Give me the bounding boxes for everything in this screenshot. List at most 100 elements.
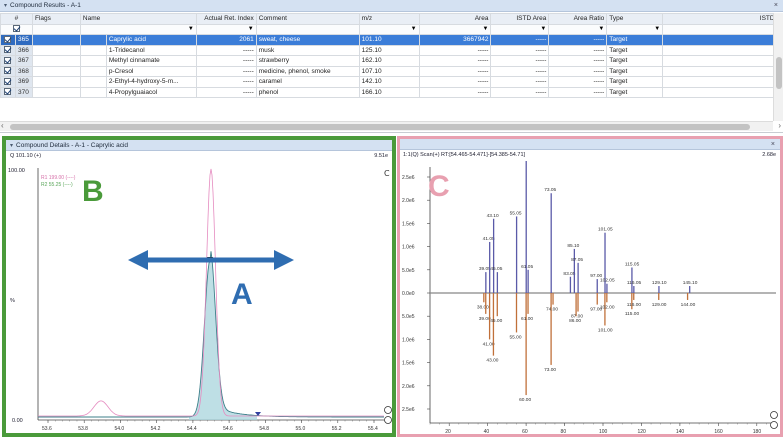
row-istd-0[interactable]: [662, 34, 783, 46]
col-header-mz[interactable]: m/z: [358, 13, 420, 25]
zoom-out-icon[interactable]: [770, 421, 778, 429]
filter-flags[interactable]: [31, 23, 81, 35]
close-icon[interactable]: ×: [770, 141, 775, 148]
col-header-area-ratio[interactable]: Area Ratio: [548, 13, 608, 25]
row-area-ratio[interactable]: -----: [548, 34, 608, 46]
row-area[interactable]: -----: [418, 86, 492, 98]
row-area[interactable]: -----: [418, 44, 492, 56]
row-flag-id[interactable]: [79, 44, 107, 56]
chromatogram-plot[interactable]: 100.00% 0.00 R1 199.00 (----)R2 55.25 (---…: [6, 162, 392, 433]
scroll-right-icon[interactable]: ›: [778, 121, 781, 130]
row-checkbox-cell[interactable]: [0, 65, 16, 77]
col-header-area[interactable]: Area: [418, 13, 492, 25]
filter-dropdown-icon[interactable]: ▼: [598, 25, 605, 32]
filter-mz[interactable]: ▼: [358, 23, 420, 35]
row-number[interactable]: 369: [14, 76, 33, 88]
filter-dropdown-icon[interactable]: ▼: [654, 25, 661, 32]
filter-dropdown-icon[interactable]: ▼: [540, 25, 547, 32]
row-flags[interactable]: [31, 55, 81, 67]
row-area-ratio[interactable]: -----: [548, 65, 608, 77]
row-mz[interactable]: 166.10: [358, 86, 420, 98]
row-area[interactable]: 3667942: [418, 34, 492, 46]
row-istd-area[interactable]: -----: [490, 76, 550, 88]
row-area-ratio[interactable]: -----: [548, 55, 608, 67]
row-ri[interactable]: 2061: [195, 34, 257, 46]
filter-checkbox-cell[interactable]: [0, 23, 33, 35]
filter-istd-area[interactable]: ▼: [490, 23, 550, 35]
row-flags[interactable]: [31, 65, 81, 77]
row-istd-area[interactable]: -----: [490, 55, 550, 67]
row-mz[interactable]: 101.10: [358, 34, 420, 46]
row-comment[interactable]: strawberry: [255, 55, 360, 67]
peak-area-fill[interactable]: [189, 251, 257, 420]
row-istd-0[interactable]: [662, 55, 783, 67]
col-header-name[interactable]: Name: [79, 13, 197, 25]
peak-end-marker[interactable]: [255, 412, 261, 416]
row-type[interactable]: Target: [606, 65, 664, 77]
table-row[interactable]: 369 2-Ethyl-4-hydroxy-5-m... ----- caramel 1…: [0, 76, 783, 88]
row-flags[interactable]: [31, 86, 81, 98]
row-flag-id[interactable]: [79, 86, 107, 98]
row-checkbox[interactable]: [4, 56, 12, 64]
row-area-ratio[interactable]: -----: [548, 76, 608, 88]
row-checkbox-cell[interactable]: [0, 76, 16, 88]
row-number[interactable]: 367: [14, 55, 33, 67]
col-header-ri[interactable]: Actual Ret. Index: [195, 13, 257, 25]
row-comment[interactable]: sweat, cheese: [255, 34, 360, 46]
row-mz[interactable]: 142.10: [358, 76, 420, 88]
row-flags[interactable]: [31, 34, 81, 46]
table-row[interactable]: 365 Caprylic acid 2061 sweat, cheese 101.10 3…: [0, 34, 783, 46]
row-area[interactable]: -----: [418, 65, 492, 77]
row-checkbox-cell[interactable]: [0, 44, 16, 56]
row-comment[interactable]: medicine, phenol, smoke: [255, 65, 360, 77]
col-header-type[interactable]: Type: [606, 13, 664, 25]
row-checkbox[interactable]: [4, 67, 12, 75]
zoom-in-icon[interactable]: [770, 411, 778, 419]
row-ri[interactable]: -----: [195, 44, 257, 56]
row-comment[interactable]: musk: [255, 44, 360, 56]
mass-spectrum-plot[interactable]: 2.5e6 2.0e6 1.5e6 1.0e6 5.0e5 0.0e0 5.0e5 1.0e6…: [400, 161, 780, 434]
filter-checkbox[interactable]: [12, 25, 20, 33]
filter-area[interactable]: ▼: [418, 23, 492, 35]
row-comment[interactable]: phenol: [255, 86, 360, 98]
row-number[interactable]: 368: [14, 65, 33, 77]
row-istd-area[interactable]: -----: [490, 44, 550, 56]
row-istd-area[interactable]: -----: [490, 65, 550, 77]
row-name[interactable]: Methyl cinnamate: [105, 55, 197, 67]
row-ri[interactable]: -----: [195, 76, 257, 88]
table-row[interactable]: 366 1-Tridecanol ----- musk 125.10 ----- -----…: [0, 44, 783, 56]
row-checkbox-cell[interactable]: [0, 86, 16, 98]
filter-istd-0[interactable]: [662, 23, 783, 35]
col-header-flags[interactable]: Flags: [31, 13, 81, 25]
row-istd-0[interactable]: [662, 44, 783, 56]
filter-ri[interactable]: ▼: [195, 23, 257, 35]
row-name[interactable]: 2-Ethyl-4-hydroxy-5-m...: [105, 76, 197, 88]
row-name[interactable]: Caprylic acid: [105, 34, 197, 46]
table-row[interactable]: 370 4-Propylguaiacol ----- phenol 166.10 ----…: [0, 86, 783, 98]
row-mz[interactable]: 107.10: [358, 65, 420, 77]
row-name[interactable]: 4-Propylguaiacol: [105, 86, 197, 98]
row-istd-area[interactable]: -----: [490, 86, 550, 98]
row-istd-area[interactable]: -----: [490, 34, 550, 46]
table-row[interactable]: 368 p-Cresol ----- medicine, phenol, smoke 1…: [0, 65, 783, 77]
filter-type[interactable]: ▼: [606, 23, 664, 35]
bracket-icon[interactable]: C: [384, 169, 390, 178]
filter-area-ratio[interactable]: ▼: [548, 23, 608, 35]
zoom-out-icon[interactable]: [384, 416, 392, 424]
row-flags[interactable]: [31, 44, 81, 56]
zoom-in-icon[interactable]: [384, 406, 392, 414]
row-type[interactable]: Target: [606, 44, 664, 56]
filter-dropdown-icon[interactable]: ▼: [187, 25, 194, 32]
vertical-scroll-thumb[interactable]: [776, 57, 782, 89]
filter-dropdown-icon[interactable]: ▼: [247, 25, 254, 32]
row-checkbox[interactable]: [4, 88, 12, 96]
filter-name[interactable]: ▼: [79, 23, 197, 35]
vertical-scrollbar[interactable]: [773, 13, 783, 121]
horizontal-scroll-thumb[interactable]: [10, 124, 750, 130]
col-header-num[interactable]: #: [0, 13, 33, 25]
row-ri[interactable]: -----: [195, 86, 257, 98]
table-row[interactable]: 367 Methyl cinnamate ----- strawberry 162.10…: [0, 55, 783, 67]
filter-comment[interactable]: [255, 23, 360, 35]
row-flag-id[interactable]: [79, 34, 107, 46]
row-flag-id[interactable]: [79, 76, 107, 88]
